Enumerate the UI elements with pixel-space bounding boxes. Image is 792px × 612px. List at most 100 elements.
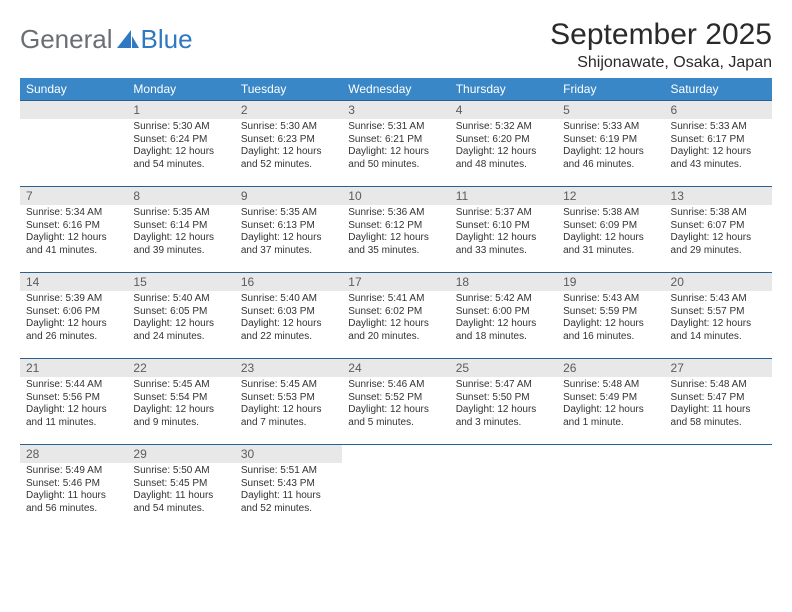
sunset-line: Sunset: 6:05 PM: [133, 306, 228, 319]
calendar-empty-cell: [20, 101, 127, 187]
sunset-line: Sunset: 6:07 PM: [671, 220, 766, 233]
day-details: Sunrise: 5:50 AMSunset: 5:45 PMDaylight:…: [127, 463, 234, 519]
sunset-line: Sunset: 6:17 PM: [671, 134, 766, 147]
sunset-line: Sunset: 6:06 PM: [26, 306, 121, 319]
sunrise-line: Sunrise: 5:43 AM: [671, 293, 766, 306]
calendar-day-cell: 1Sunrise: 5:30 AMSunset: 6:24 PMDaylight…: [127, 101, 234, 187]
day-number: 7: [20, 187, 127, 205]
day-details: Sunrise: 5:34 AMSunset: 6:16 PMDaylight:…: [20, 205, 127, 261]
calendar-day-cell: 11Sunrise: 5:37 AMSunset: 6:10 PMDayligh…: [450, 187, 557, 273]
sunrise-line: Sunrise: 5:36 AM: [348, 207, 443, 220]
daylight-line: Daylight: 12 hours and 48 minutes.: [456, 146, 551, 171]
calendar-day-cell: 16Sunrise: 5:40 AMSunset: 6:03 PMDayligh…: [235, 273, 342, 359]
calendar-day-cell: 7Sunrise: 5:34 AMSunset: 6:16 PMDaylight…: [20, 187, 127, 273]
calendar-day-cell: 15Sunrise: 5:40 AMSunset: 6:05 PMDayligh…: [127, 273, 234, 359]
day-number: 5: [557, 101, 664, 119]
month-title: September 2025: [550, 18, 772, 52]
calendar-empty-cell: [557, 445, 664, 531]
daylight-line: Daylight: 12 hours and 14 minutes.: [671, 318, 766, 343]
day-details: Sunrise: 5:35 AMSunset: 6:13 PMDaylight:…: [235, 205, 342, 261]
sunrise-line: Sunrise: 5:47 AM: [456, 379, 551, 392]
location: Shijonawate, Osaka, Japan: [550, 54, 772, 72]
day-details: Sunrise: 5:30 AMSunset: 6:24 PMDaylight:…: [127, 119, 234, 175]
day-number: 23: [235, 359, 342, 377]
day-details: Sunrise: 5:30 AMSunset: 6:23 PMDaylight:…: [235, 119, 342, 175]
calendar-empty-cell: [342, 445, 449, 531]
daylight-line: Daylight: 12 hours and 37 minutes.: [241, 232, 336, 257]
sunset-line: Sunset: 6:14 PM: [133, 220, 228, 233]
sunrise-line: Sunrise: 5:30 AM: [241, 121, 336, 134]
sunrise-line: Sunrise: 5:38 AM: [563, 207, 658, 220]
sunrise-line: Sunrise: 5:38 AM: [671, 207, 766, 220]
sunset-line: Sunset: 6:12 PM: [348, 220, 443, 233]
calendar-day-cell: 29Sunrise: 5:50 AMSunset: 5:45 PMDayligh…: [127, 445, 234, 531]
sunset-line: Sunset: 6:23 PM: [241, 134, 336, 147]
day-details: Sunrise: 5:46 AMSunset: 5:52 PMDaylight:…: [342, 377, 449, 433]
calendar-empty-cell: [665, 445, 772, 531]
day-number: 19: [557, 273, 664, 291]
day-number: 26: [557, 359, 664, 377]
sunrise-line: Sunrise: 5:46 AM: [348, 379, 443, 392]
sunrise-line: Sunrise: 5:32 AM: [456, 121, 551, 134]
sunset-line: Sunset: 6:02 PM: [348, 306, 443, 319]
sunset-line: Sunset: 5:56 PM: [26, 392, 121, 405]
day-details: Sunrise: 5:31 AMSunset: 6:21 PMDaylight:…: [342, 119, 449, 175]
day-details: Sunrise: 5:42 AMSunset: 6:00 PMDaylight:…: [450, 291, 557, 347]
daylight-line: Daylight: 12 hours and 1 minute.: [563, 404, 658, 429]
day-number: 20: [665, 273, 772, 291]
sunset-line: Sunset: 6:21 PM: [348, 134, 443, 147]
sunrise-line: Sunrise: 5:49 AM: [26, 465, 121, 478]
sunrise-line: Sunrise: 5:33 AM: [563, 121, 658, 134]
calendar-week-row: 14Sunrise: 5:39 AMSunset: 6:06 PMDayligh…: [20, 273, 772, 359]
calendar-day-cell: 28Sunrise: 5:49 AMSunset: 5:46 PMDayligh…: [20, 445, 127, 531]
calendar-day-cell: 9Sunrise: 5:35 AMSunset: 6:13 PMDaylight…: [235, 187, 342, 273]
day-details: Sunrise: 5:43 AMSunset: 5:59 PMDaylight:…: [557, 291, 664, 347]
day-number: 8: [127, 187, 234, 205]
day-details: Sunrise: 5:36 AMSunset: 6:12 PMDaylight:…: [342, 205, 449, 261]
day-details: Sunrise: 5:48 AMSunset: 5:49 PMDaylight:…: [557, 377, 664, 433]
day-details: Sunrise: 5:32 AMSunset: 6:20 PMDaylight:…: [450, 119, 557, 175]
sunset-line: Sunset: 6:09 PM: [563, 220, 658, 233]
sunrise-line: Sunrise: 5:35 AM: [241, 207, 336, 220]
daylight-line: Daylight: 12 hours and 24 minutes.: [133, 318, 228, 343]
day-number: 4: [450, 101, 557, 119]
daylight-line: Daylight: 12 hours and 3 minutes.: [456, 404, 551, 429]
sunset-line: Sunset: 5:53 PM: [241, 392, 336, 405]
daylight-line: Daylight: 12 hours and 39 minutes.: [133, 232, 228, 257]
daylight-line: Daylight: 12 hours and 22 minutes.: [241, 318, 336, 343]
daylight-line: Daylight: 11 hours and 58 minutes.: [671, 404, 766, 429]
weekday-header: Saturday: [665, 78, 772, 101]
sunset-line: Sunset: 5:46 PM: [26, 478, 121, 491]
daylight-line: Daylight: 12 hours and 11 minutes.: [26, 404, 121, 429]
day-details: Sunrise: 5:43 AMSunset: 5:57 PMDaylight:…: [665, 291, 772, 347]
calendar-week-row: 7Sunrise: 5:34 AMSunset: 6:16 PMDaylight…: [20, 187, 772, 273]
daylight-line: Daylight: 12 hours and 20 minutes.: [348, 318, 443, 343]
weekday-header: Thursday: [450, 78, 557, 101]
day-details: Sunrise: 5:45 AMSunset: 5:54 PMDaylight:…: [127, 377, 234, 433]
sunrise-line: Sunrise: 5:33 AM: [671, 121, 766, 134]
daylight-line: Daylight: 12 hours and 31 minutes.: [563, 232, 658, 257]
sunrise-line: Sunrise: 5:40 AM: [241, 293, 336, 306]
calendar-day-cell: 18Sunrise: 5:42 AMSunset: 6:00 PMDayligh…: [450, 273, 557, 359]
sunrise-line: Sunrise: 5:51 AM: [241, 465, 336, 478]
day-number: 21: [20, 359, 127, 377]
sunrise-line: Sunrise: 5:35 AM: [133, 207, 228, 220]
day-number: 9: [235, 187, 342, 205]
day-number: 16: [235, 273, 342, 291]
day-number: 10: [342, 187, 449, 205]
day-number: 28: [20, 445, 127, 463]
calendar-week-row: 28Sunrise: 5:49 AMSunset: 5:46 PMDayligh…: [20, 445, 772, 531]
sunset-line: Sunset: 6:20 PM: [456, 134, 551, 147]
calendar-day-cell: 12Sunrise: 5:38 AMSunset: 6:09 PMDayligh…: [557, 187, 664, 273]
daylight-line: Daylight: 11 hours and 52 minutes.: [241, 490, 336, 515]
daylight-line: Daylight: 12 hours and 18 minutes.: [456, 318, 551, 343]
day-number: 25: [450, 359, 557, 377]
sunrise-line: Sunrise: 5:37 AM: [456, 207, 551, 220]
daylight-line: Daylight: 12 hours and 9 minutes.: [133, 404, 228, 429]
sunrise-line: Sunrise: 5:42 AM: [456, 293, 551, 306]
sunset-line: Sunset: 6:16 PM: [26, 220, 121, 233]
sunset-line: Sunset: 5:50 PM: [456, 392, 551, 405]
sunset-line: Sunset: 6:24 PM: [133, 134, 228, 147]
calendar-empty-cell: [450, 445, 557, 531]
day-details: Sunrise: 5:49 AMSunset: 5:46 PMDaylight:…: [20, 463, 127, 519]
